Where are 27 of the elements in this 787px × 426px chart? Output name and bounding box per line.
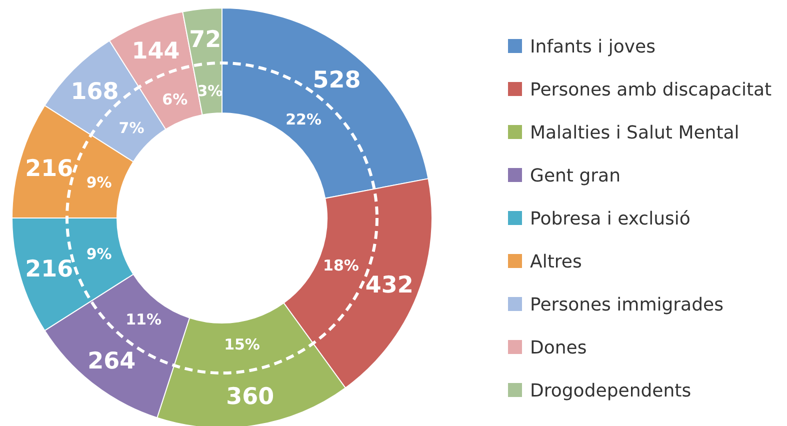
- legend-label: Altres: [530, 251, 582, 272]
- text: 15%: [224, 336, 260, 354]
- text: 18%: [323, 256, 359, 274]
- data-label: 432: [365, 272, 414, 298]
- data-label: 216: [25, 256, 74, 282]
- legend-label: Drogodependents: [530, 380, 692, 402]
- legend-label: Pobresa i exclusió: [530, 208, 690, 230]
- legend-label: Infants i joves: [530, 36, 656, 58]
- text: 7%: [118, 118, 144, 137]
- text: 22%: [286, 110, 322, 129]
- legend-label: Dones: [530, 337, 587, 358]
- text: 3%: [197, 82, 223, 100]
- legend-label: Persones amb discapacitat: [530, 79, 772, 100]
- data-label: 360: [226, 384, 274, 410]
- data-label: 168: [70, 78, 119, 105]
- legend-label: Malalties i Salut Mental: [530, 122, 740, 144]
- text: 6%: [162, 90, 188, 108]
- data-label: 72: [189, 26, 222, 53]
- data-label: 216: [25, 156, 74, 182]
- text: 9%: [86, 174, 112, 192]
- data-label: 144: [132, 38, 180, 65]
- text: 11%: [126, 310, 162, 328]
- data-label: 264: [88, 348, 136, 374]
- text: 9%: [86, 244, 112, 263]
- data-label: 528: [312, 67, 361, 94]
- legend-label: Gent gran: [530, 165, 620, 186]
- legend-label: Persones immigrades: [530, 294, 724, 316]
